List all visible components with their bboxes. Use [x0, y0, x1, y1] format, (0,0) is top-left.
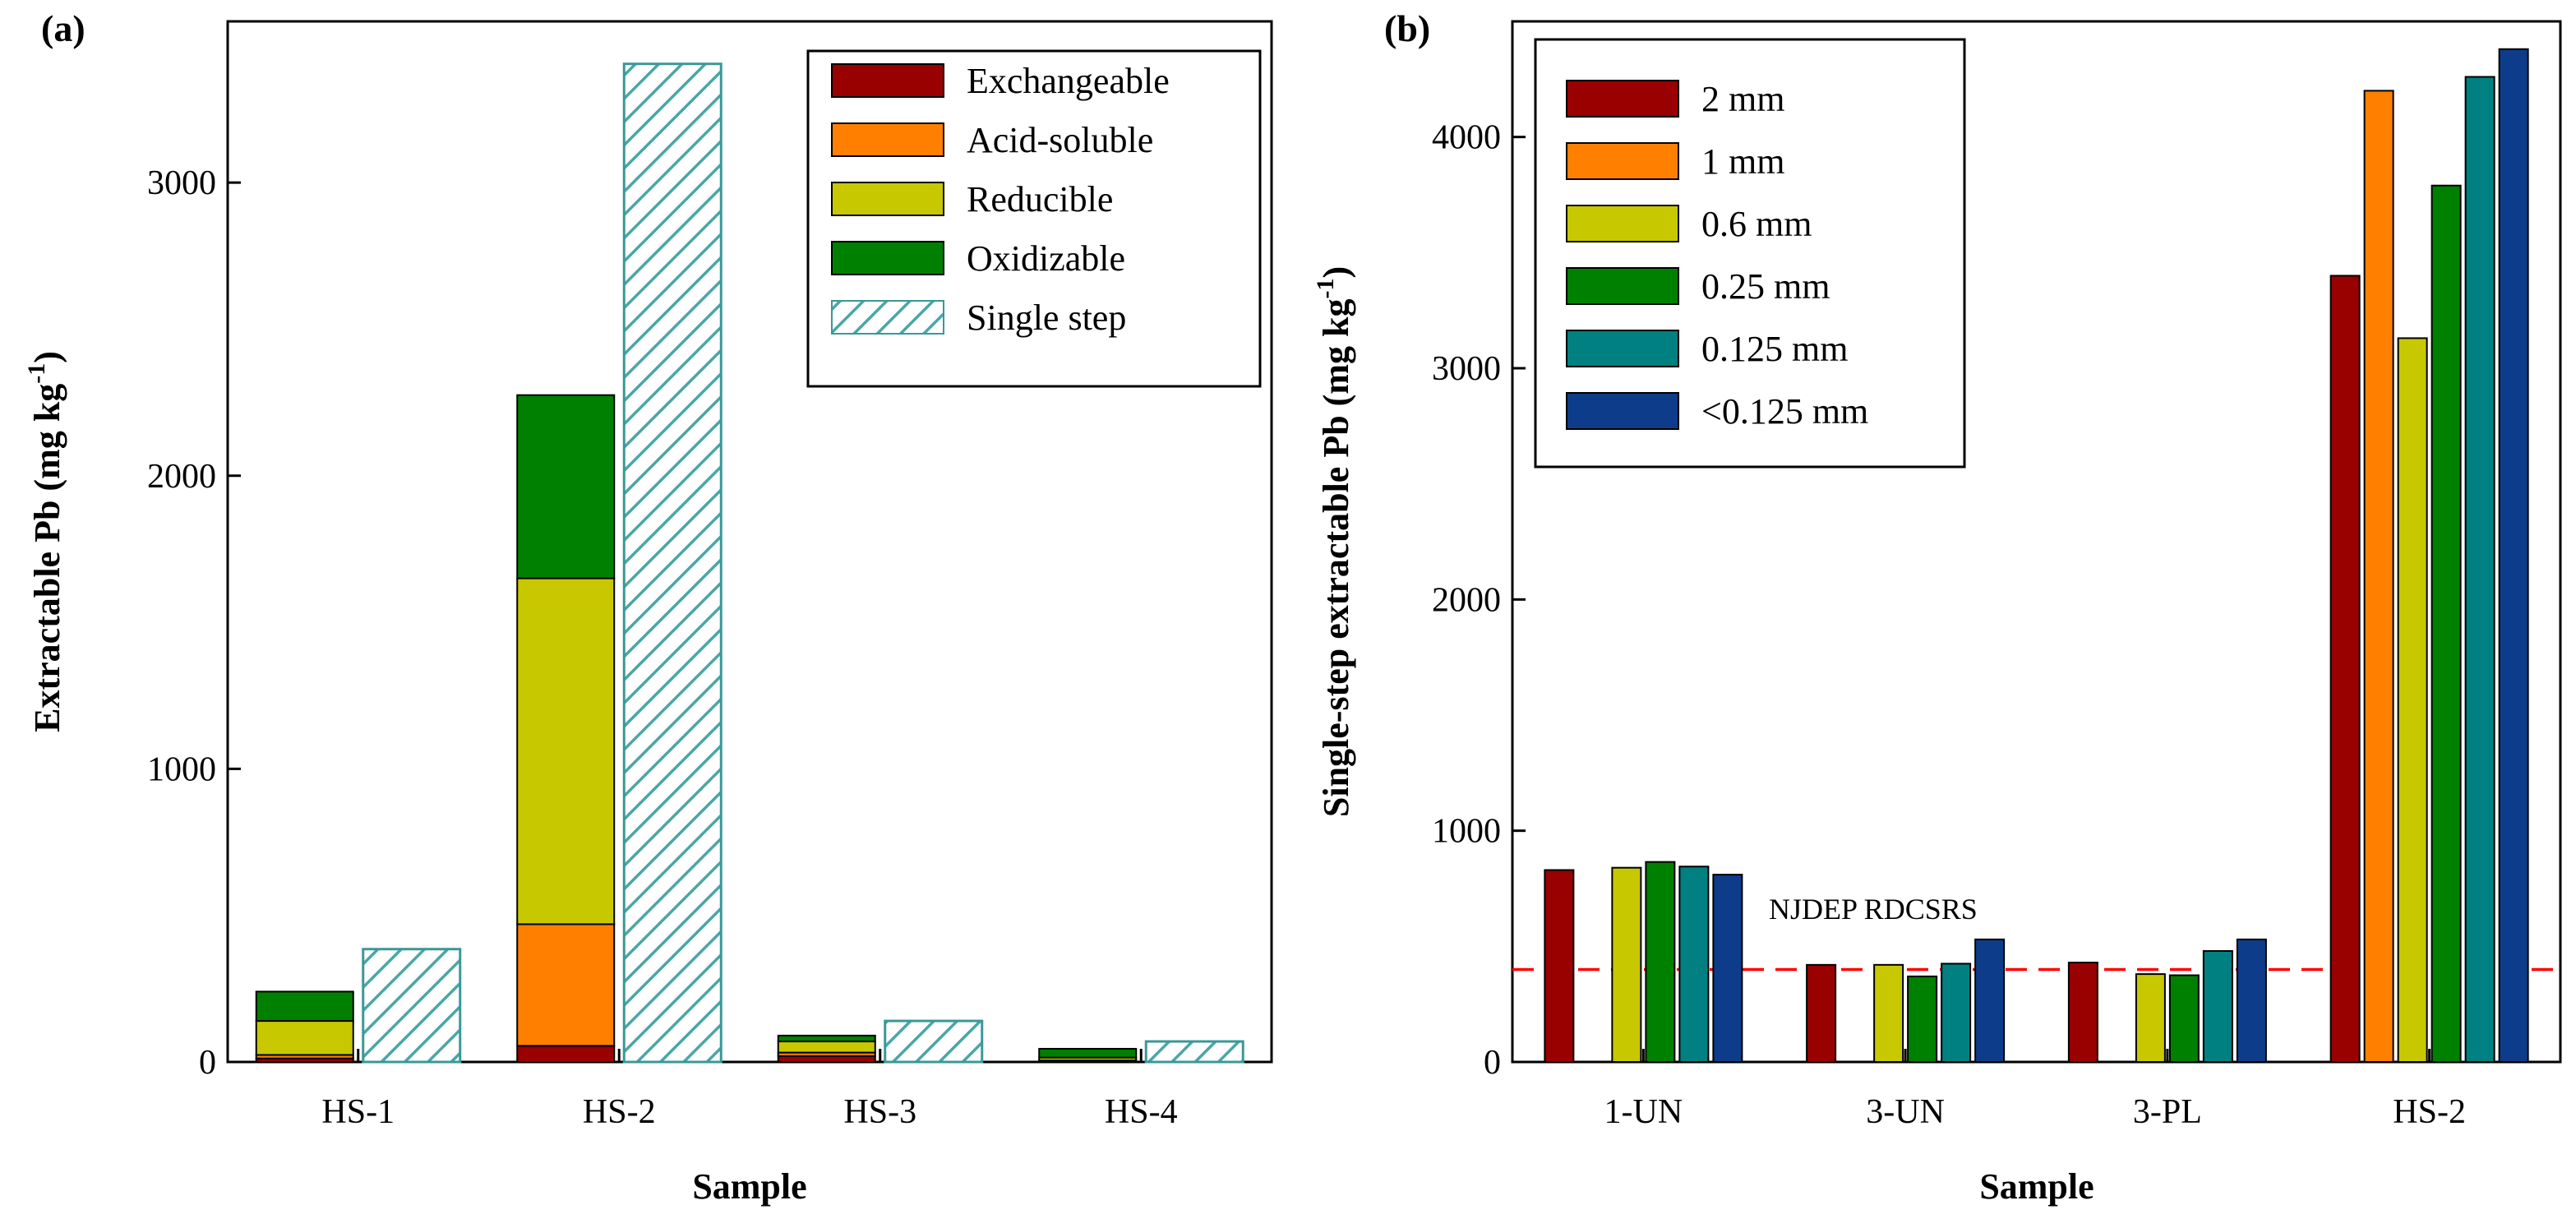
bar-lt-0-125-mm-1-un: [1712, 874, 1743, 1063]
panel-b-x-tick-label: 3-PL: [2133, 1093, 2202, 1131]
bar-single-step-hs-2: [622, 62, 722, 1064]
panel-a-x-tick-label: HS-4: [1105, 1093, 1178, 1131]
bar-0-6-mm-3-pl: [2135, 973, 2166, 1064]
panel-a-x-axis-title: Sample: [692, 1166, 806, 1207]
bar-0-25-mm-3-un: [1907, 975, 1938, 1063]
panel-a-x-tick-label: HS-2: [583, 1093, 656, 1131]
panel-a-y-tick-label: 3000: [147, 164, 216, 202]
bar-reducible-hs-3: [777, 1041, 876, 1054]
legend-label-0-6-mm: 0.6 mm: [1701, 204, 1812, 244]
panel-b-y-axis-title: Single-step extractable Pb (mg kg-1): [1312, 266, 1356, 817]
panel-b-x-tick-label: 1-UN: [1604, 1093, 1683, 1131]
legend-swatch-0-125-mm: [1566, 330, 1679, 367]
bar-0-6-mm-hs-2: [2397, 337, 2428, 1063]
bar-0-125-mm-3-pl: [2202, 949, 2233, 1063]
bar-lt-0-125-mm-3-pl: [2236, 938, 2267, 1063]
legend-swatch-reducible: [831, 182, 944, 216]
panel-b-legend: 2 mm 1 mm 0.6 mm 0.25 mm 0.125 mm <0.125 mm: [1534, 38, 1966, 469]
bar-0-125-mm-1-un: [1678, 866, 1710, 1063]
legend-label-0-125-mm: 0.125 mm: [1701, 329, 1848, 369]
bar-lt-0-125-mm-3-un: [1974, 938, 2006, 1063]
legend-swatch-2-mm: [1566, 80, 1679, 118]
bar-oxidizable-hs-1: [255, 990, 354, 1023]
legend-label-reducible: Reducible: [967, 179, 1113, 219]
legend-swatch-single-step: [831, 300, 944, 335]
bar-2-mm-1-un: [1544, 869, 1575, 1063]
bar-single-step-hs-1: [362, 948, 462, 1064]
bar-2-mm-3-pl: [2067, 962, 2098, 1063]
legend-label-lt-0-125-mm: <0.125 mm: [1701, 391, 1868, 432]
bar-0-25-mm-3-pl: [2168, 974, 2200, 1063]
panel-b-y-tick-label: 0: [1484, 1044, 1501, 1082]
legend-swatch-0-6-mm: [1566, 205, 1679, 242]
bar-1-mm-hs-2: [2363, 90, 2394, 1063]
legend-label-acid-soluble: Acid-soluble: [967, 120, 1153, 160]
bar-reducible-hs-2: [516, 577, 616, 926]
legend-label-exchangeable: Exchangeable: [967, 61, 1170, 101]
bar-lt-0-125-mm-hs-2: [2498, 48, 2529, 1063]
legend-label-2-mm: 2 mm: [1701, 79, 1784, 119]
legend-swatch-oxidizable: [831, 241, 944, 275]
bar-0-6-mm-3-un: [1873, 963, 1904, 1063]
bar-exchangeable-hs-3: [777, 1055, 876, 1063]
panel-a: (a) 0 1000 2000 3000 HS-1 HS-2 HS-3 HS-4 Sampl…: [23, 7, 1273, 1207]
panel-b-y-tick-label: 4000: [1432, 119, 1501, 157]
legend-label-1-mm: 1 mm: [1701, 141, 1784, 182]
legend-label-oxidizable: Oxidizable: [967, 238, 1125, 279]
legend-swatch-acid-soluble: [831, 122, 944, 157]
bar-0-125-mm-3-un: [1941, 963, 1972, 1064]
panel-a-y-tick-label: 2000: [147, 458, 216, 496]
bar-0-6-mm-1-un: [1611, 866, 1642, 1064]
panel-b-y-tick-label: 2000: [1432, 581, 1501, 619]
legend-swatch-0-25-mm: [1566, 267, 1679, 305]
bar-0-125-mm-hs-2: [2464, 76, 2495, 1063]
panel-a-y-tick-label: 1000: [147, 750, 216, 788]
panel-b-x-tick-label: HS-2: [2393, 1093, 2466, 1131]
panel-b-y-tick-label: 3000: [1432, 350, 1501, 388]
panel-a-y-axis-title: Extractable Pb (mg kg-1): [23, 351, 67, 732]
panel-a-legend: Exchangeable Acid-soluble Reducible Oxidiza…: [806, 49, 1262, 388]
bar-reducible-hs-1: [255, 1020, 354, 1056]
panel-a-x-tick-label: HS-3: [843, 1093, 916, 1131]
bar-oxidizable-hs-2: [516, 394, 616, 579]
bar-exchangeable-hs-2: [516, 1045, 616, 1063]
panel-b: (b) 0 1000 2000 3000 4000 1-UN 3-UN 3-PL HS-2 N…: [1312, 7, 2562, 1207]
legend-label-single-step: Single step: [967, 298, 1126, 338]
panel-a-x-tick-label: HS-1: [321, 1093, 395, 1131]
panel-a-plot-frame: [226, 20, 1273, 1064]
bar-single-step-hs-3: [884, 1019, 984, 1064]
bar-2-mm-hs-2: [2329, 275, 2361, 1063]
legend-label-0-25-mm: 0.25 mm: [1701, 266, 1830, 307]
legend-swatch-exchangeable: [831, 63, 944, 98]
panel-a-y-tick-label: 0: [199, 1044, 216, 1082]
bar-oxidizable-hs-3: [777, 1034, 876, 1043]
panel-b-x-tick-label: 3-UN: [1866, 1093, 1945, 1131]
reference-line-label: NJDEP RDCSRS: [1769, 893, 1978, 926]
panel-b-label: (b): [1384, 7, 1430, 49]
bar-oxidizable-hs-4: [1038, 1047, 1138, 1059]
panel-b-x-axis-title: Sample: [1979, 1166, 2094, 1207]
bar-acid-soluble-hs-2: [516, 923, 616, 1047]
bar-2-mm-3-un: [1806, 963, 1837, 1063]
bar-0-25-mm-1-un: [1645, 861, 1676, 1063]
legend-swatch-1-mm: [1566, 142, 1679, 180]
panel-b-y-tick-label: 1000: [1432, 813, 1501, 851]
panel-a-label: (a): [41, 7, 85, 49]
bar-0-25-mm-hs-2: [2431, 184, 2462, 1063]
panel-b-plot-frame: [1511, 20, 2562, 1064]
bar-single-step-hs-4: [1144, 1040, 1244, 1064]
legend-swatch-lt-0-125-mm: [1566, 392, 1679, 430]
